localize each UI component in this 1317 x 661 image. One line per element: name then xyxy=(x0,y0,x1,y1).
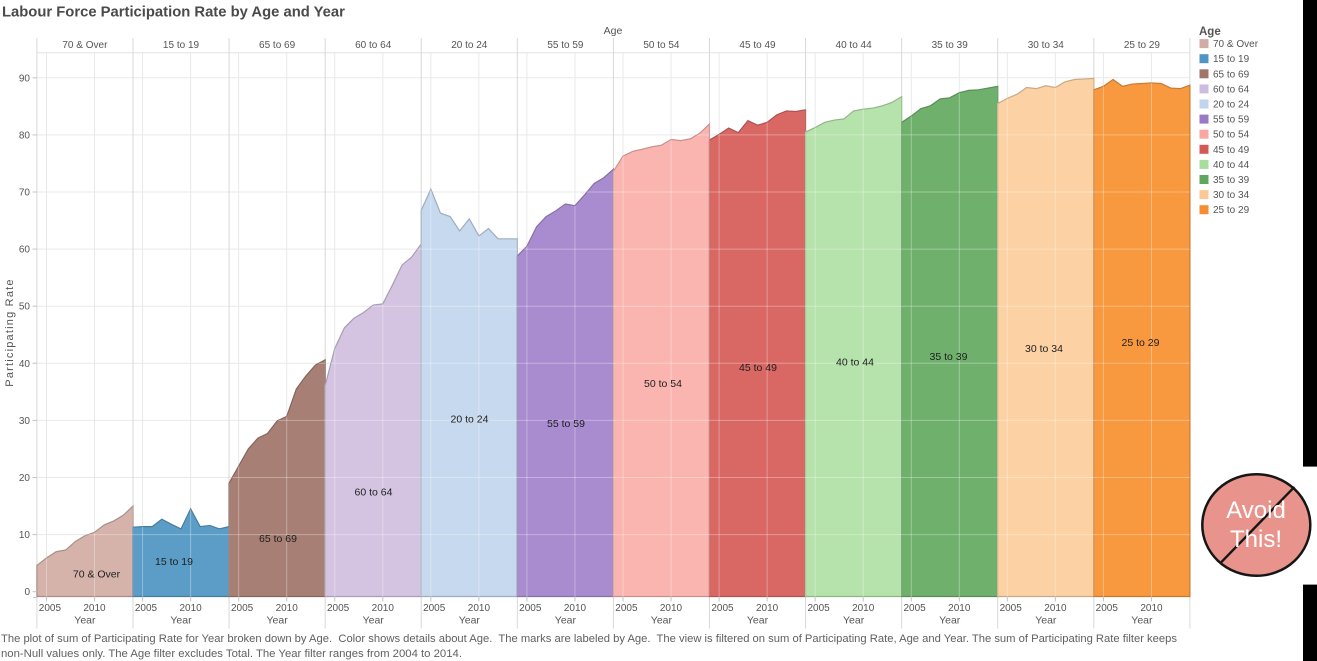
svg-text:2010: 2010 xyxy=(852,603,875,614)
svg-text:20: 20 xyxy=(19,473,31,484)
svg-text:Year: Year xyxy=(555,615,577,627)
svg-text:25 to 29: 25 to 29 xyxy=(1122,337,1160,349)
svg-text:Labour Force Participation Rat: Labour Force Participation Rate by Age a… xyxy=(2,5,345,21)
svg-text:Year: Year xyxy=(74,615,96,627)
svg-text:2005: 2005 xyxy=(1096,603,1119,614)
svg-text:2005: 2005 xyxy=(135,603,158,614)
svg-text:20 to 24: 20 to 24 xyxy=(451,414,489,426)
svg-text:55 to 59: 55 to 59 xyxy=(547,418,585,430)
svg-text:35 to 39: 35 to 39 xyxy=(932,40,969,51)
svg-text:10: 10 xyxy=(19,530,31,541)
svg-text:30 to 34: 30 to 34 xyxy=(1213,190,1250,201)
svg-text:The plot of sum of Participati: The plot of sum of Participating Rate fo… xyxy=(1,633,1177,645)
svg-text:60: 60 xyxy=(19,245,31,256)
svg-text:50 to 54: 50 to 54 xyxy=(644,378,682,390)
svg-text:2005: 2005 xyxy=(807,603,830,614)
svg-text:40 to 44: 40 to 44 xyxy=(836,40,873,51)
svg-text:2010: 2010 xyxy=(372,603,395,614)
svg-text:2005: 2005 xyxy=(39,603,62,614)
svg-text:2005: 2005 xyxy=(423,603,446,614)
svg-text:65 to 69: 65 to 69 xyxy=(259,40,296,51)
svg-text:55 to 59: 55 to 59 xyxy=(1213,115,1250,126)
svg-text:2010: 2010 xyxy=(1140,603,1163,614)
svg-text:2010: 2010 xyxy=(660,603,683,614)
svg-text:2005: 2005 xyxy=(519,603,542,614)
svg-text:2010: 2010 xyxy=(564,603,587,614)
svg-text:65 to 69: 65 to 69 xyxy=(259,533,297,545)
svg-text:45 to 49: 45 to 49 xyxy=(1213,145,1250,156)
svg-text:2005: 2005 xyxy=(327,603,350,614)
svg-text:Avoid: Avoid xyxy=(1226,497,1286,524)
svg-text:30 to 34: 30 to 34 xyxy=(1025,343,1063,355)
svg-text:40 to 44: 40 to 44 xyxy=(1213,160,1250,171)
svg-text:Year: Year xyxy=(459,615,481,627)
svg-text:70: 70 xyxy=(19,188,31,199)
svg-text:0: 0 xyxy=(24,587,30,598)
svg-text:50 to 54: 50 to 54 xyxy=(1213,130,1250,141)
svg-text:non-Null values only. The Age: non-Null values only. The Age filter exc… xyxy=(1,648,462,660)
svg-text:60 to 64: 60 to 64 xyxy=(1213,84,1250,95)
svg-text:2005: 2005 xyxy=(1000,603,1023,614)
svg-text:65 to 69: 65 to 69 xyxy=(1213,69,1250,80)
svg-text:2010: 2010 xyxy=(179,603,202,614)
svg-text:60 to 64: 60 to 64 xyxy=(355,487,393,499)
svg-text:Year: Year xyxy=(747,615,769,627)
svg-text:70 & Over: 70 & Over xyxy=(62,40,108,51)
svg-text:2010: 2010 xyxy=(756,603,779,614)
svg-text:2005: 2005 xyxy=(711,603,734,614)
svg-text:70 & Over: 70 & Over xyxy=(1213,39,1259,50)
svg-text:15 to 19: 15 to 19 xyxy=(1213,54,1250,65)
svg-text:2005: 2005 xyxy=(231,603,254,614)
svg-text:Age: Age xyxy=(604,25,623,37)
svg-text:2010: 2010 xyxy=(948,603,971,614)
svg-text:40: 40 xyxy=(19,359,31,370)
svg-text:Year: Year xyxy=(1131,615,1153,627)
svg-text:40 to 44: 40 to 44 xyxy=(836,357,874,369)
svg-text:30 to 34: 30 to 34 xyxy=(1028,40,1065,51)
svg-text:Year: Year xyxy=(651,615,673,627)
svg-text:45 to 49: 45 to 49 xyxy=(739,362,777,374)
svg-text:Year: Year xyxy=(266,615,288,627)
svg-text:25 to 29: 25 to 29 xyxy=(1213,205,1250,216)
svg-text:70 & Over: 70 & Over xyxy=(73,569,121,581)
svg-text:80: 80 xyxy=(19,130,31,141)
svg-text:Age: Age xyxy=(1199,26,1221,38)
svg-text:Year: Year xyxy=(843,615,865,627)
svg-text:Year: Year xyxy=(170,615,192,627)
svg-text:90: 90 xyxy=(19,73,31,84)
svg-text:Year: Year xyxy=(363,615,385,627)
svg-text:45 to 49: 45 to 49 xyxy=(739,40,776,51)
svg-text:2005: 2005 xyxy=(903,603,926,614)
svg-text:2010: 2010 xyxy=(468,603,491,614)
svg-text:20 to 24: 20 to 24 xyxy=(451,40,488,51)
svg-text:20 to 24: 20 to 24 xyxy=(1213,100,1250,111)
svg-text:2005: 2005 xyxy=(615,603,638,614)
svg-text:This!: This! xyxy=(1230,526,1282,553)
svg-text:60 to 64: 60 to 64 xyxy=(355,40,392,51)
svg-text:2010: 2010 xyxy=(276,603,299,614)
svg-text:2010: 2010 xyxy=(83,603,106,614)
svg-text:Participating Rate: Participating Rate xyxy=(4,278,16,386)
svg-text:25 to 29: 25 to 29 xyxy=(1124,40,1161,51)
svg-text:50: 50 xyxy=(19,302,31,313)
svg-text:35 to 39: 35 to 39 xyxy=(1213,175,1250,186)
svg-text:30: 30 xyxy=(19,416,31,427)
svg-text:55 to 59: 55 to 59 xyxy=(547,40,584,51)
svg-text:15 to 19: 15 to 19 xyxy=(163,40,200,51)
svg-text:15 to 19: 15 to 19 xyxy=(155,556,193,568)
svg-text:Year: Year xyxy=(939,615,961,627)
svg-text:Year: Year xyxy=(1035,615,1057,627)
svg-text:2010: 2010 xyxy=(1044,603,1067,614)
svg-text:35 to 39: 35 to 39 xyxy=(930,351,968,363)
svg-text:50 to 54: 50 to 54 xyxy=(643,40,680,51)
